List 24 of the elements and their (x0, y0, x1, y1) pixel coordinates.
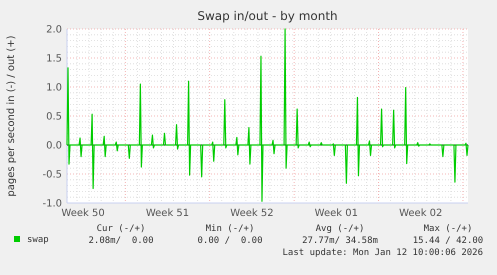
x-tick-label: Week 51 (146, 208, 190, 219)
legend-label: swap (27, 235, 49, 245)
text: 15.44 / 42.00 (412, 236, 484, 246)
y-tick-label: 1.0 (46, 82, 62, 94)
y-tick-label: -1.0 (42, 198, 62, 210)
chart-title: Swap in/out - by month (197, 9, 338, 23)
text: 27.77m/ 34.58m (302, 236, 378, 246)
text: 2.08m/ 0.00 (88, 236, 154, 246)
y-tick-label: -0.5 (42, 170, 62, 180)
y-tick-label: 0.0 (46, 140, 62, 152)
y-axis-title: pages per second in (-) / out (+) (6, 35, 17, 197)
text: Last update: Mon Jan 12 10:00:06 2026 (282, 248, 483, 258)
y-tick-label: 0.5 (46, 112, 62, 122)
text: Avg (-/+) (316, 224, 364, 234)
x-tick-label: Week 52 (230, 208, 274, 219)
text: 0.00 / 0.00 (197, 236, 263, 246)
y-tick-label: 2.0 (46, 24, 62, 36)
text: Cur (-/+) (96, 224, 146, 234)
y-tick-label: 1.5 (46, 54, 62, 64)
text: Min (-/+) (206, 224, 254, 234)
text: Max (-/+) (424, 224, 472, 234)
x-tick-label: Week 50 (61, 208, 105, 219)
x-tick-label: Week 01 (314, 208, 358, 219)
x-tick-label: Week 02 (399, 208, 442, 219)
